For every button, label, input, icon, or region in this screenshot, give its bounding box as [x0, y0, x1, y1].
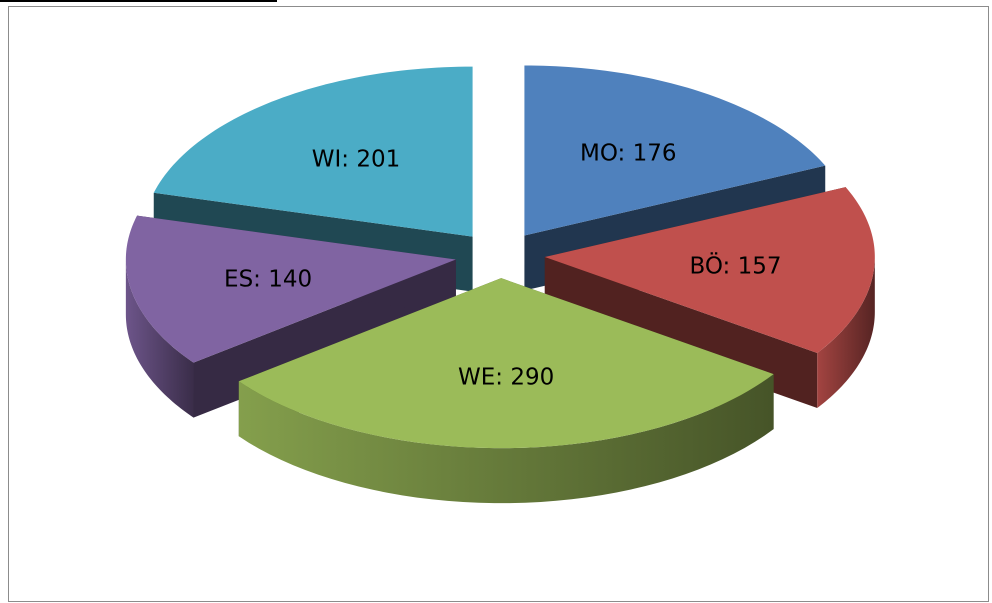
pie-slice-outer-wall: [817, 257, 875, 408]
slice-label: WE: 290: [458, 365, 554, 391]
pie-slice-top: [544, 187, 875, 353]
pie-slice-outer-wall: [125, 259, 194, 418]
slice-label: WI: 201: [312, 146, 401, 172]
slice-label: ES: 140: [224, 267, 312, 293]
slice-label: BÖ: 157: [689, 252, 781, 280]
pie-slice-top: [125, 215, 456, 363]
pie-slice-2: [238, 278, 774, 504]
top-rule: [0, 0, 277, 2]
slice-label: MO: 176: [580, 141, 677, 167]
pie-slice-outer-wall: [238, 374, 774, 504]
pie-slice-top: [524, 65, 826, 236]
pie-slice-top: [153, 66, 473, 237]
pie-slice-top: [238, 278, 774, 449]
